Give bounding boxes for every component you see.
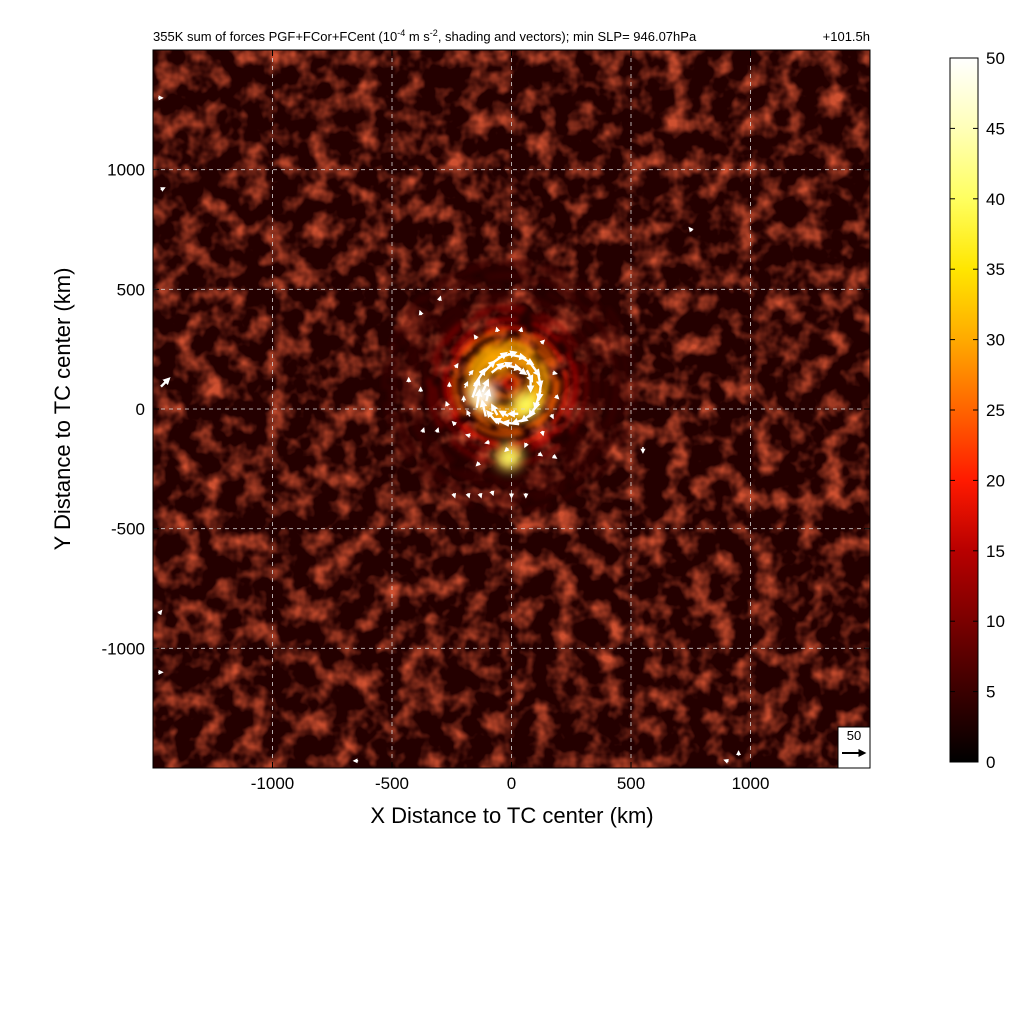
force-vector [486, 409, 499, 424]
force-vector [501, 419, 520, 427]
reference-vector-label: 50 [847, 728, 861, 743]
x-tick-label: -1000 [251, 774, 294, 793]
force-vector [549, 413, 554, 420]
force-vector [495, 326, 501, 333]
reference-vector-box [837, 726, 871, 769]
force-vector [451, 492, 457, 499]
spiral-band [407, 283, 609, 485]
force-vector [451, 420, 458, 427]
force-vector [498, 410, 509, 418]
force-vector [497, 350, 518, 359]
colorbar-tick-label: 45 [986, 119, 1005, 138]
force-vector [418, 309, 424, 316]
x-axis-label: X Distance to TC center (km) [370, 803, 653, 828]
force-vector [465, 492, 471, 499]
spiral-band [502, 375, 517, 390]
y-tick-label: 0 [136, 400, 145, 419]
force-vector [497, 361, 513, 370]
colorbar-tick-label: 10 [986, 612, 1005, 631]
colorbar-tick-label: 20 [986, 471, 1005, 490]
y-tick-label: -1000 [102, 639, 145, 658]
force-vector [465, 433, 471, 439]
x-tick-label: 0 [507, 774, 516, 793]
x-tick-label: 500 [617, 774, 645, 793]
force-vector [504, 446, 510, 453]
spiral-band [412, 292, 601, 480]
force-vector [491, 403, 499, 416]
force-vector [473, 334, 479, 340]
colorbar-ticks: 0 5 10 15 20 25 30 35 40 45 50 [950, 49, 1005, 772]
y-axis-label: Y Distance to TC center (km) [50, 268, 75, 551]
force-vector [471, 377, 481, 398]
spiral-band [382, 258, 637, 514]
force-vector [463, 381, 469, 389]
force-vector [420, 427, 425, 433]
hotspot [496, 443, 523, 470]
colorbar-tick-label: 5 [986, 683, 995, 702]
spiral-band [453, 329, 561, 438]
spiral-band [387, 262, 629, 505]
y-axis-ticks: -1000 -500 0 500 1000 [102, 161, 870, 658]
reference-vector-key: 50 [837, 726, 871, 769]
force-vector [510, 417, 528, 426]
force-vector [524, 442, 529, 449]
colorbar-tick-label: 30 [986, 331, 1005, 350]
hotspot [484, 348, 511, 375]
heatmap-plot-area [153, 50, 870, 768]
force-vector [481, 378, 490, 393]
colorbar-tick-label: 25 [986, 401, 1005, 420]
force-vector [688, 226, 694, 233]
x-axis-ticks: -1000 -500 0 500 1000 [251, 50, 770, 793]
force-vector [723, 758, 729, 764]
force-vector [539, 339, 546, 345]
force-vectors [157, 95, 742, 764]
force-vector [552, 370, 558, 376]
force-vector [518, 326, 524, 333]
y-tick-label: 500 [117, 280, 145, 299]
spiral-band [427, 304, 589, 466]
colorbar-tick-label: 40 [986, 190, 1005, 209]
force-vector [490, 362, 505, 374]
force-vector [493, 417, 510, 427]
colorbar: 0 5 10 15 20 25 30 35 40 45 50 [949, 49, 1005, 772]
force-vector [525, 369, 534, 383]
colorbar-tick-label: 35 [986, 260, 1005, 279]
force-vector [157, 609, 163, 616]
force-vector [483, 388, 492, 402]
x-tick-label: 1000 [732, 774, 770, 793]
force-vector [453, 362, 459, 369]
y-tick-label: -500 [111, 520, 145, 539]
chart-title: 355K sum of forces PGF+FCor+FCent (10-4 … [153, 28, 697, 44]
force-vector [553, 394, 560, 400]
x-tick-label: -500 [375, 774, 409, 793]
y-tick-label: 1000 [107, 161, 145, 180]
force-vector [480, 360, 496, 376]
spiral-band [402, 275, 617, 490]
force-vector [475, 461, 481, 467]
force-vector [539, 430, 545, 437]
colorbar-tick-label: 15 [986, 542, 1005, 561]
force-vector [489, 490, 495, 497]
force-vector [466, 409, 472, 417]
force-vector [551, 453, 558, 459]
force-vector [445, 400, 450, 407]
colorbar-tick-label: 50 [986, 49, 1005, 68]
force-vector [160, 377, 171, 388]
force-vector [468, 369, 474, 376]
colorbar-tick-label: 0 [986, 753, 995, 772]
spiral-band [493, 371, 521, 399]
force-vector [474, 388, 483, 408]
force-vector [537, 451, 544, 457]
force-vector [434, 427, 440, 433]
force-vector [479, 399, 488, 417]
force-vector [436, 295, 442, 302]
force-vector [515, 366, 528, 376]
force-vector [159, 187, 166, 192]
forecast-time-label: +101.5h [823, 29, 870, 44]
spiral-band [392, 271, 621, 499]
force-vector [477, 492, 483, 499]
force-vector [484, 439, 490, 445]
